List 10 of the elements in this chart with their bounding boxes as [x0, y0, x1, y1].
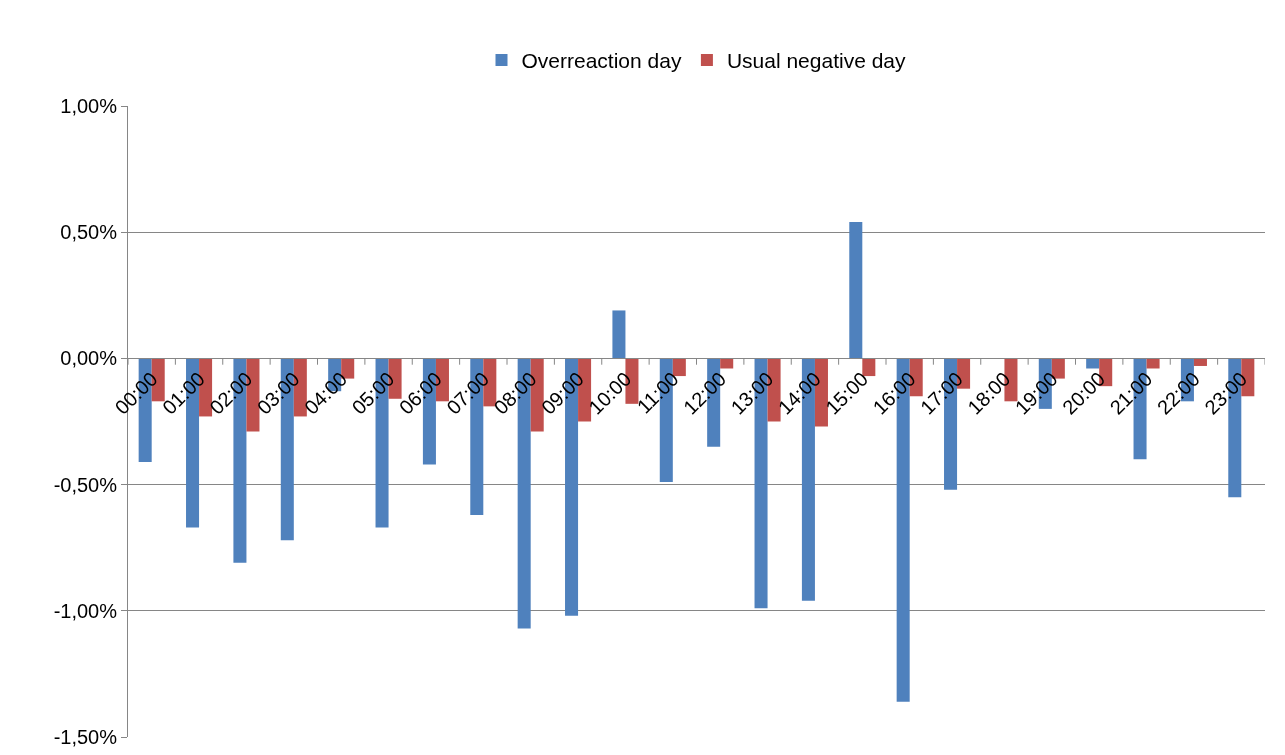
bar	[849, 222, 863, 359]
y-tick-label: 0,00%	[60, 347, 118, 370]
y-tick-label: 0,50%	[60, 221, 118, 244]
legend-label: Usual negative day	[726, 49, 907, 73]
y-tick-label: -1,00%	[53, 599, 118, 622]
legend-label: Overreaction day	[521, 49, 682, 73]
y-tick-label: -1,50%	[53, 726, 118, 748]
y-tick-label: -0,50%	[53, 473, 118, 496]
bar	[612, 310, 626, 359]
y-tick-label: 1,00%	[60, 95, 118, 117]
